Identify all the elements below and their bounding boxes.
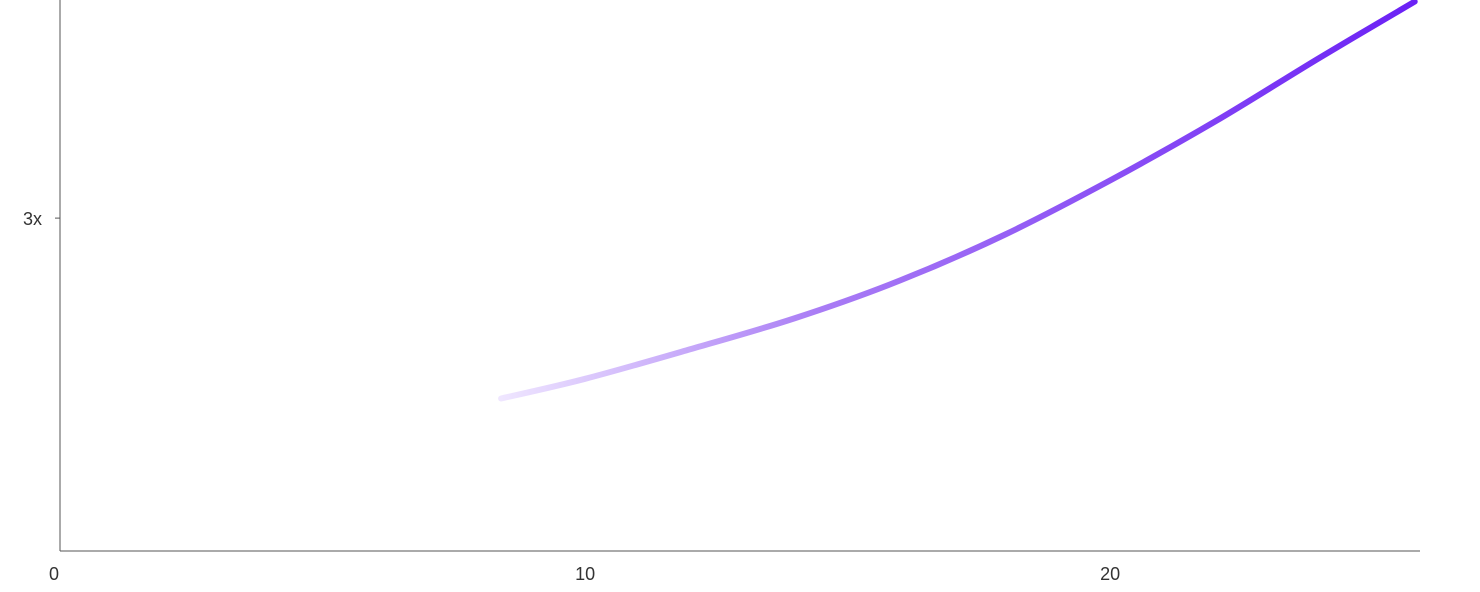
x-tick-label: 10 [575,564,595,584]
y-tick-label: 3x [23,209,42,229]
x-ticks: 0 10 20 [49,564,1120,584]
series-line [498,0,1418,402]
x-tick-label: 20 [1100,564,1120,584]
x-tick-label: 0 [49,564,59,584]
y-ticks: 3x [23,209,60,229]
